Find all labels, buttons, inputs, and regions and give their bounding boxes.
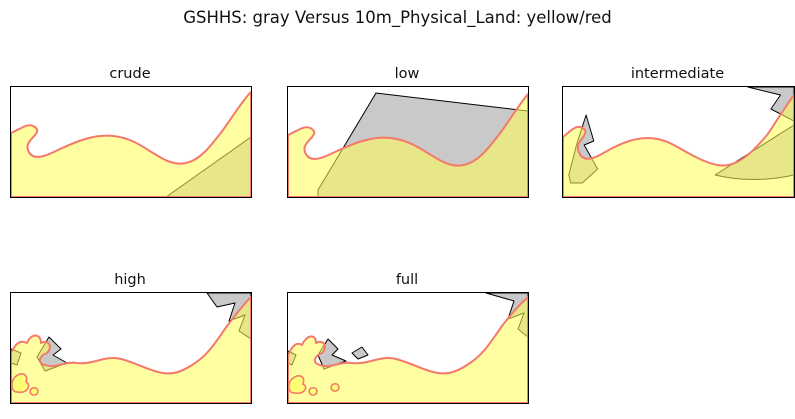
island-polygon	[11, 373, 30, 394]
land-polygon	[563, 94, 794, 197]
map-canvas-full	[287, 292, 529, 404]
panel-title-low: low	[394, 66, 420, 82]
panel-title-full: full	[395, 272, 419, 288]
island-polygon	[29, 387, 39, 396]
panel-intermediate: intermediate	[562, 64, 795, 198]
panel-title-high: high	[114, 272, 146, 288]
panel-low: low	[287, 64, 529, 198]
island-polygon	[288, 375, 307, 395]
island-polygon	[330, 383, 340, 392]
figure-title: GSHHS: gray Versus 10m_Physical_Land: ye…	[183, 8, 612, 27]
map-canvas-high	[10, 292, 252, 404]
land-polygon	[11, 296, 251, 403]
panel-title-crude: crude	[109, 66, 151, 82]
map-canvas-intermediate	[562, 86, 795, 198]
panel-title-intermediate: intermediate	[630, 66, 725, 82]
map-canvas-low	[287, 86, 529, 198]
panel-full: full	[287, 270, 529, 404]
gshhs-polygon	[351, 346, 369, 360]
panel-crude: crude	[10, 64, 252, 198]
island-polygon	[308, 387, 318, 396]
land-polygon	[11, 91, 251, 197]
land-polygon	[288, 296, 528, 403]
land-polygon	[288, 93, 528, 197]
panel-high: high	[10, 270, 252, 404]
map-canvas-crude	[10, 86, 252, 198]
